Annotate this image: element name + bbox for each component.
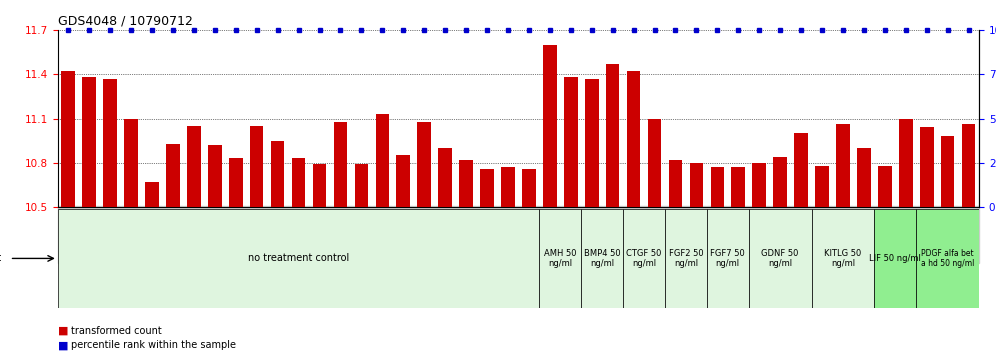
Bar xyxy=(689,163,703,207)
Bar xyxy=(438,148,452,207)
Bar xyxy=(623,209,665,308)
Bar xyxy=(668,160,682,207)
Bar xyxy=(962,125,975,207)
Bar xyxy=(899,119,912,207)
Bar xyxy=(837,125,850,207)
Bar xyxy=(313,164,327,207)
Text: transformed count: transformed count xyxy=(71,326,161,336)
Bar xyxy=(920,127,933,207)
Bar xyxy=(417,121,431,207)
Bar xyxy=(145,182,158,207)
Text: GDS4048 / 10790712: GDS4048 / 10790712 xyxy=(58,14,192,27)
Bar xyxy=(878,166,891,207)
Bar xyxy=(187,126,200,207)
Bar xyxy=(752,163,766,207)
Bar xyxy=(501,167,515,207)
Bar xyxy=(606,64,620,207)
Bar xyxy=(773,157,787,207)
Bar xyxy=(104,79,117,207)
Text: LIF 50 ng/ml: LIF 50 ng/ml xyxy=(870,254,921,263)
Bar xyxy=(250,126,264,207)
Text: BMP4 50
ng/ml: BMP4 50 ng/ml xyxy=(584,249,621,268)
Bar xyxy=(874,209,916,308)
Bar xyxy=(166,144,179,207)
Text: AMH 50
ng/ml: AMH 50 ng/ml xyxy=(544,249,577,268)
Bar xyxy=(564,77,578,207)
Text: agent: agent xyxy=(0,253,1,263)
Text: KITLG 50
ng/ml: KITLG 50 ng/ml xyxy=(825,249,862,268)
Bar xyxy=(229,158,243,207)
Text: FGF7 50
ng/ml: FGF7 50 ng/ml xyxy=(710,249,745,268)
Bar xyxy=(543,45,557,207)
Bar xyxy=(707,209,749,308)
Text: no treatment control: no treatment control xyxy=(248,253,350,263)
Bar xyxy=(208,145,222,207)
Bar xyxy=(941,136,954,207)
Bar xyxy=(815,166,829,207)
Bar xyxy=(731,167,745,207)
Bar xyxy=(83,77,96,207)
Text: CTGF 50
ng/ml: CTGF 50 ng/ml xyxy=(626,249,661,268)
Bar xyxy=(459,160,473,207)
Bar xyxy=(916,209,979,308)
Bar xyxy=(522,169,536,207)
Bar xyxy=(710,167,724,207)
Text: PDGF alfa bet
a hd 50 ng/ml: PDGF alfa bet a hd 50 ng/ml xyxy=(921,249,974,268)
Bar xyxy=(480,169,494,207)
Bar xyxy=(540,209,582,308)
Bar xyxy=(396,155,410,207)
Bar xyxy=(124,119,137,207)
Bar xyxy=(582,209,623,308)
Bar xyxy=(585,79,599,207)
Bar xyxy=(794,133,808,207)
Text: FGF2 50
ng/ml: FGF2 50 ng/ml xyxy=(668,249,703,268)
Bar xyxy=(58,209,540,308)
Bar xyxy=(626,72,640,207)
Bar xyxy=(812,209,874,308)
Bar xyxy=(292,158,306,207)
Bar xyxy=(647,119,661,207)
Text: GDNF 50
ng/ml: GDNF 50 ng/ml xyxy=(762,249,799,268)
Text: ■: ■ xyxy=(58,340,69,350)
Bar xyxy=(355,164,369,207)
Bar xyxy=(858,148,871,207)
Bar xyxy=(271,141,285,207)
Text: ■: ■ xyxy=(58,326,69,336)
Bar xyxy=(375,114,389,207)
Bar xyxy=(334,121,348,207)
Text: percentile rank within the sample: percentile rank within the sample xyxy=(71,340,236,350)
Bar xyxy=(749,209,812,308)
Bar xyxy=(62,72,75,207)
Bar xyxy=(665,209,707,308)
